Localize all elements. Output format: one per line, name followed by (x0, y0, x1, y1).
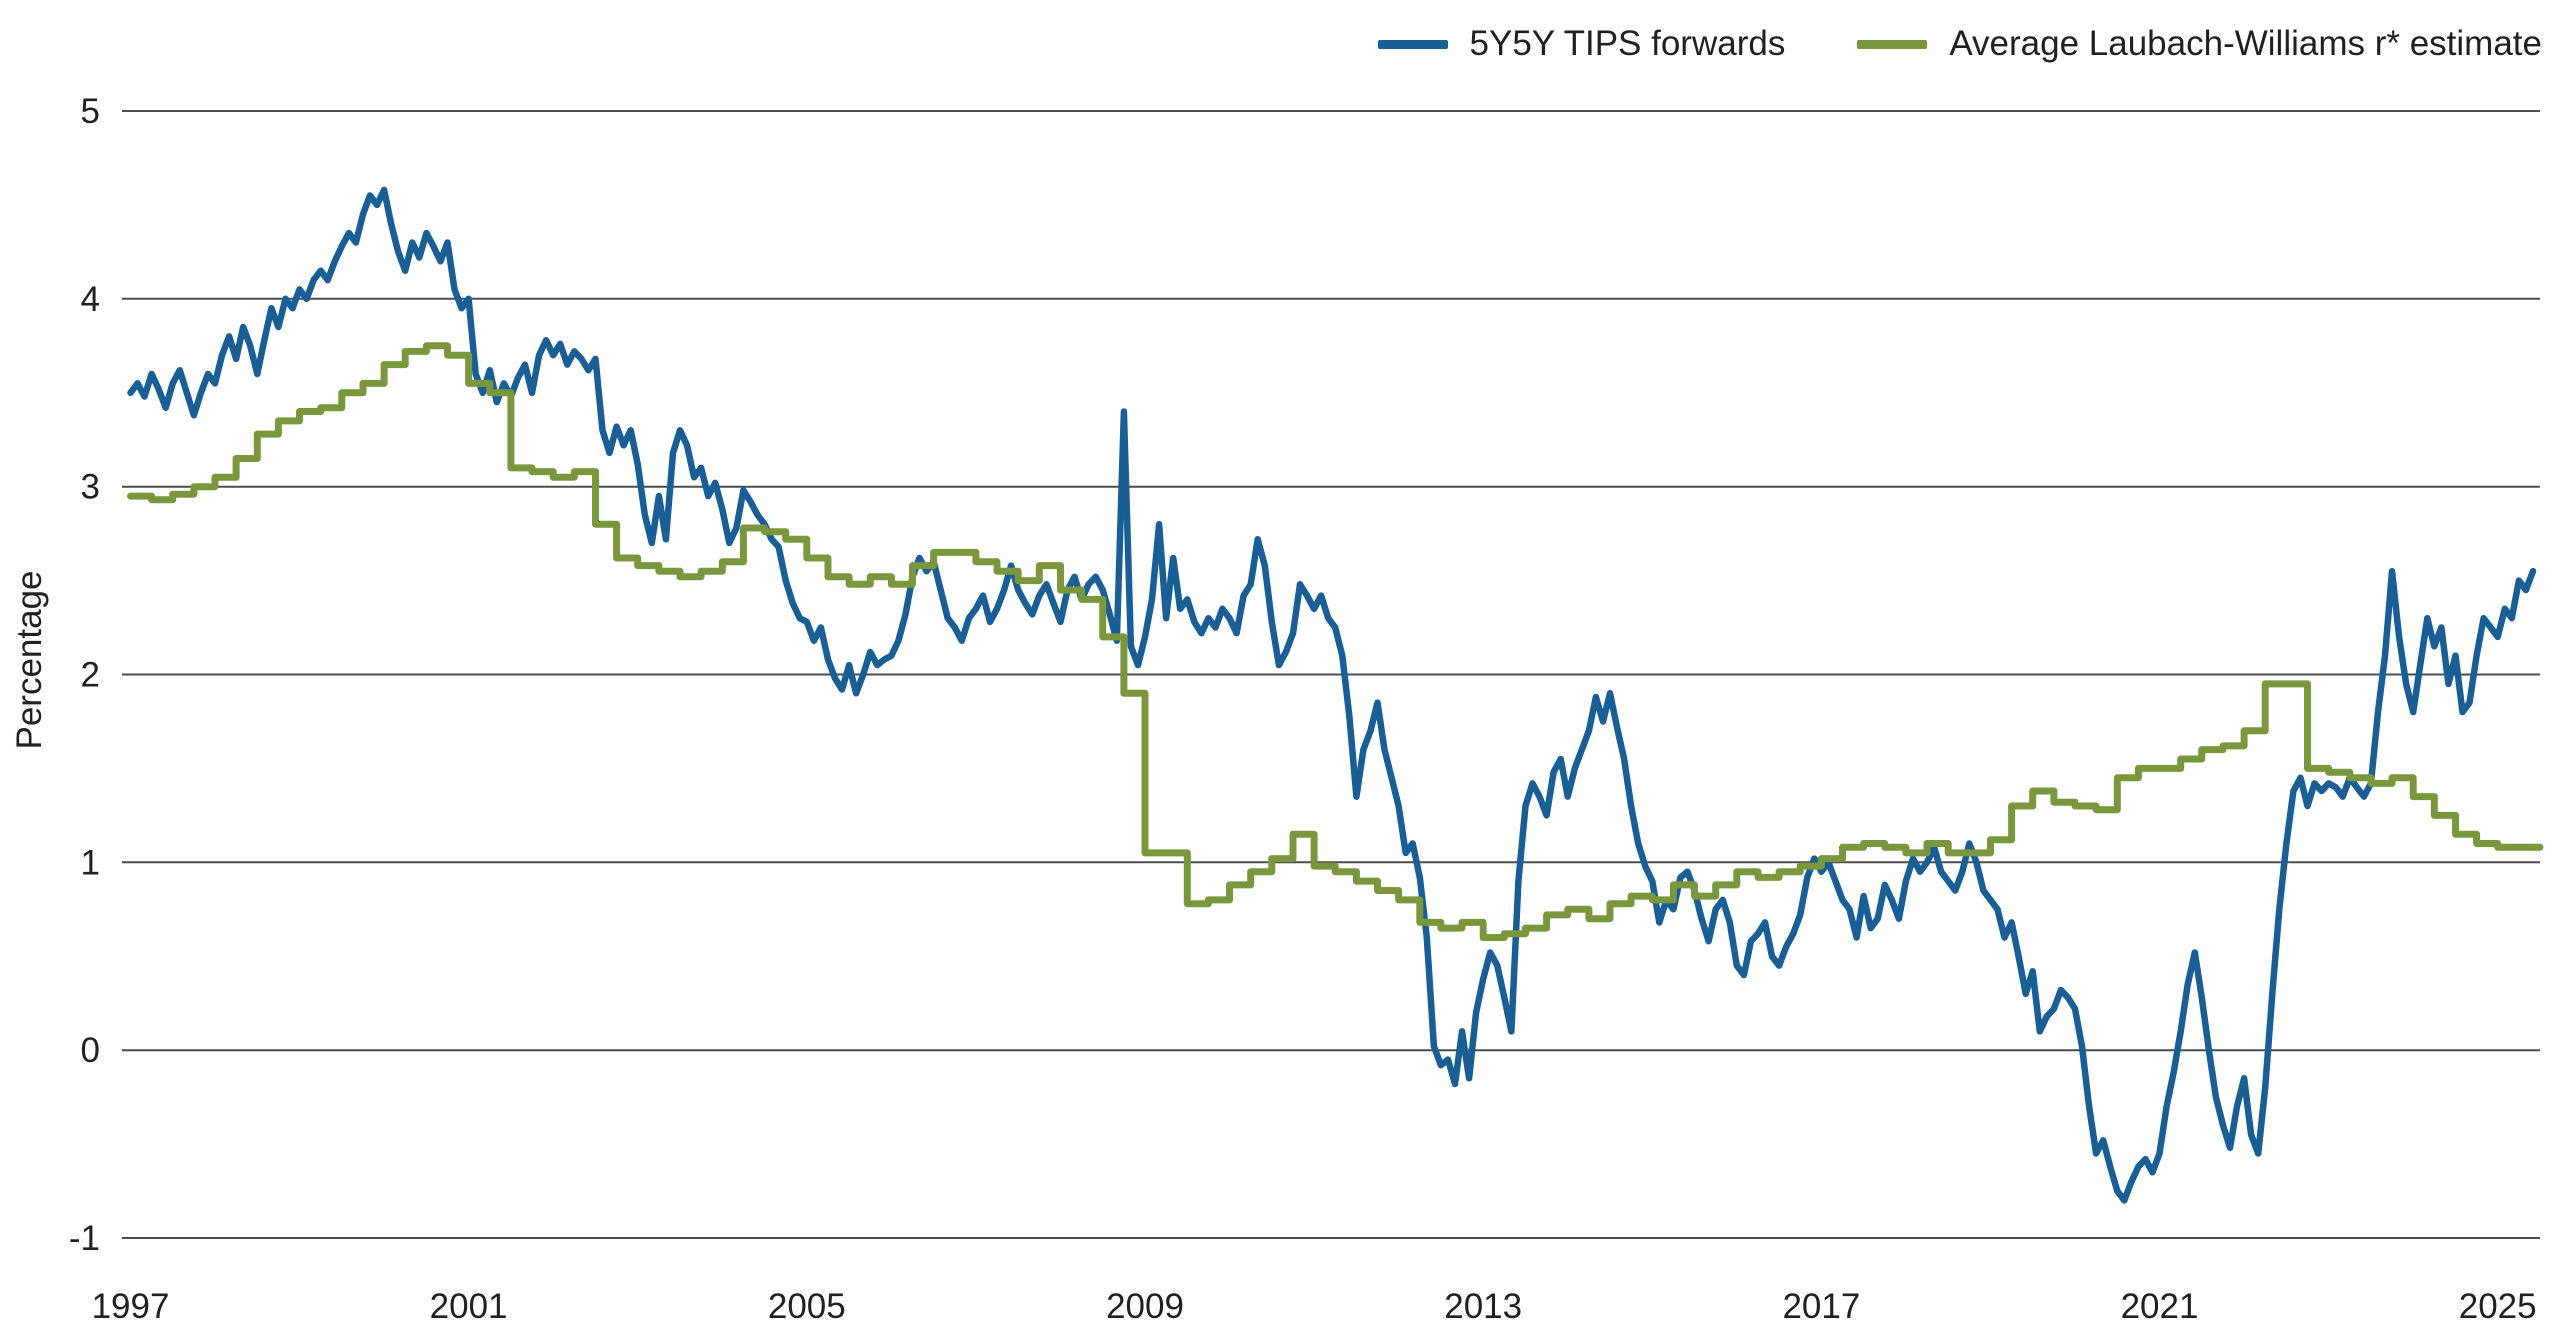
y-tick-label: 3 (81, 468, 100, 507)
legend-swatch (1857, 39, 1928, 49)
x-tick-label: 2005 (768, 1287, 846, 1326)
y-tick-label: 5 (81, 92, 100, 131)
x-tick-label: 2025 (2459, 1287, 2537, 1326)
legend: 5Y5Y TIPS forwards Average Laubach-Willi… (1377, 24, 2542, 64)
series-line-tips-forwards (127, 186, 2537, 1204)
y-tick-label: -1 (69, 1219, 100, 1258)
y-tick-label: 4 (81, 280, 100, 319)
x-tick-label: 2013 (1444, 1287, 1522, 1326)
x-tick-label: 2017 (1782, 1287, 1860, 1326)
legend-item-tips-forwards: 5Y5Y TIPS forwards (1377, 24, 1786, 64)
x-tick-label: 2001 (430, 1287, 508, 1326)
legend-swatch (1377, 39, 1448, 49)
y-tick-label: 0 (81, 1031, 100, 1070)
legend-label: 5Y5Y TIPS forwards (1469, 24, 1786, 63)
y-tick-label: 2 (81, 656, 100, 695)
x-tick-label: 1997 (92, 1287, 170, 1326)
x-tick-label: 2021 (2121, 1287, 2199, 1326)
legend-item-rstar-estimate: Average Laubach-Williams r* estimate (1857, 24, 2542, 64)
series-line-rstar-estimate (127, 342, 2544, 941)
legend-label: Average Laubach-Williams r* estimate (1949, 24, 2542, 63)
x-tick-label: 2009 (1106, 1287, 1184, 1326)
y-axis-label: Percentage (10, 570, 49, 750)
y-tick-label: 1 (81, 843, 100, 882)
